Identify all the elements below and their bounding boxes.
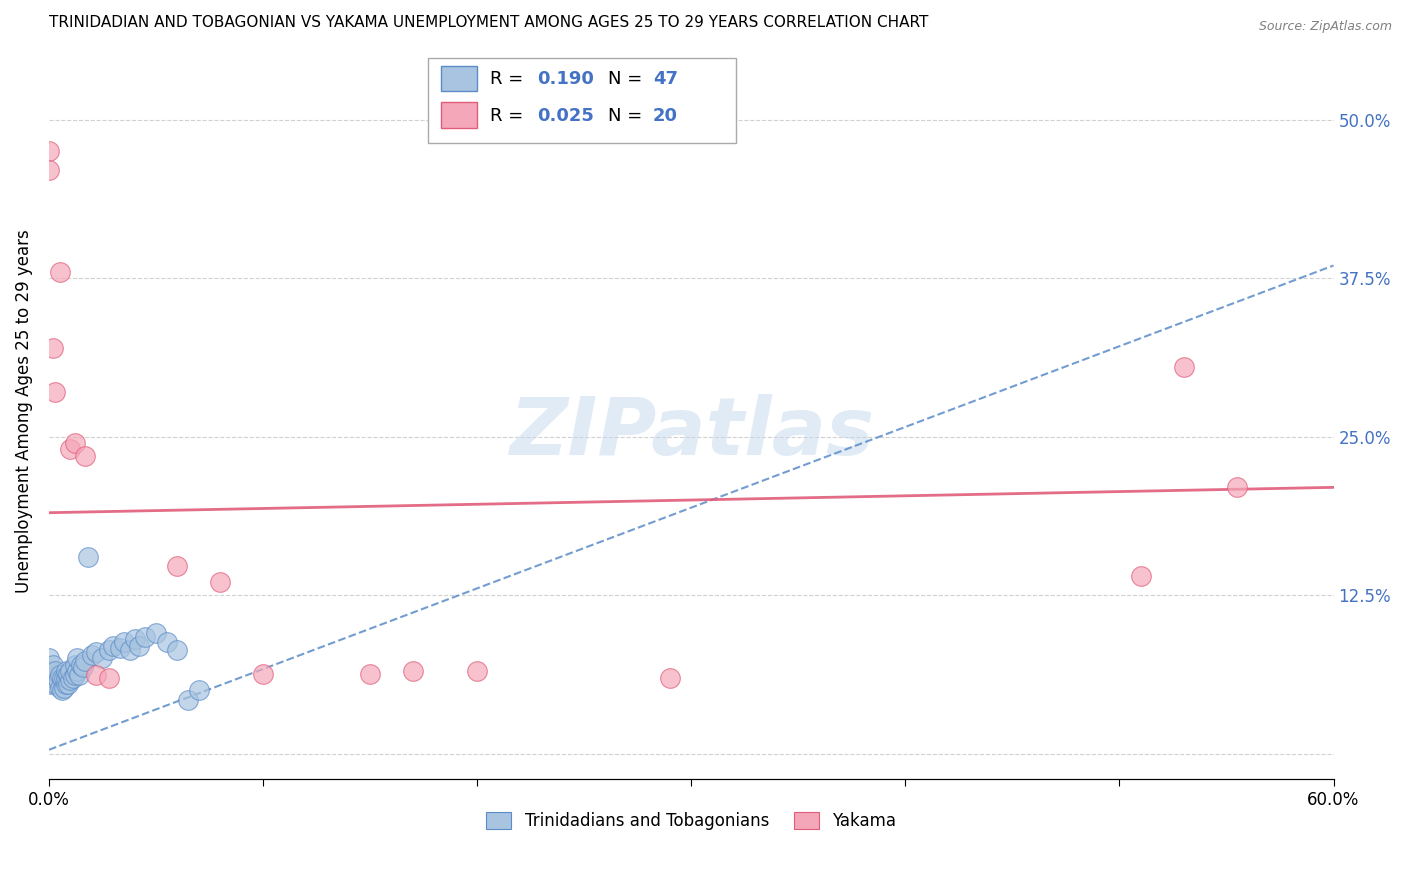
Point — [51, 671, 73, 685]
Point — [52, 681, 75, 695]
Point — [75, 654, 97, 668]
Text: Source: ZipAtlas.com: Source: ZipAtlas.com — [1258, 20, 1392, 33]
Point — [97, 671, 120, 685]
Point — [38, 677, 60, 691]
Y-axis label: Unemployment Among Ages 25 to 29 years: Unemployment Among Ages 25 to 29 years — [15, 229, 32, 593]
Point — [66, 651, 89, 665]
Point — [80, 648, 103, 662]
Point — [209, 575, 232, 590]
Point — [91, 651, 114, 665]
Point — [58, 666, 80, 681]
Point — [1173, 359, 1195, 374]
Point — [84, 668, 107, 682]
Point — [38, 664, 60, 678]
Legend: Trinidadians and Tobagonians, Yakama: Trinidadians and Tobagonians, Yakama — [479, 805, 903, 837]
Point — [63, 436, 86, 450]
Point — [359, 666, 381, 681]
Point — [63, 657, 86, 672]
Point — [84, 645, 107, 659]
Text: N =: N = — [607, 70, 648, 88]
Text: R =: R = — [489, 107, 534, 125]
Point — [44, 677, 66, 691]
Point — [76, 550, 98, 565]
FancyBboxPatch shape — [440, 66, 477, 92]
Point — [59, 664, 82, 678]
Point — [108, 641, 131, 656]
Point — [252, 666, 274, 681]
Point — [46, 673, 69, 687]
Point — [103, 639, 125, 653]
Point — [55, 677, 77, 691]
Point — [166, 642, 188, 657]
Point — [55, 671, 77, 685]
Point — [63, 668, 86, 682]
Point — [52, 671, 75, 685]
Point — [48, 668, 70, 682]
Point — [59, 442, 82, 457]
Point — [120, 642, 142, 657]
Point — [58, 677, 80, 691]
Text: N =: N = — [607, 107, 648, 125]
Text: 0.190: 0.190 — [537, 70, 593, 88]
Point — [42, 657, 65, 672]
Point — [128, 639, 150, 653]
Point — [166, 558, 188, 573]
Point — [44, 664, 66, 678]
Point — [97, 642, 120, 657]
Point — [72, 660, 94, 674]
Text: ZIPatlas: ZIPatlas — [509, 394, 873, 473]
Point — [48, 681, 70, 695]
Point — [59, 673, 82, 687]
Text: 0.025: 0.025 — [537, 107, 593, 125]
Point — [112, 635, 135, 649]
Point — [402, 664, 425, 678]
Point — [145, 626, 167, 640]
Point — [44, 385, 66, 400]
Point — [42, 671, 65, 685]
Point — [75, 449, 97, 463]
Text: TRINIDADIAN AND TOBAGONIAN VS YAKAMA UNEMPLOYMENT AMONG AGES 25 TO 29 YEARS CORR: TRINIDADIAN AND TOBAGONIAN VS YAKAMA UNE… — [49, 15, 928, 30]
Point — [124, 632, 146, 647]
Point — [38, 145, 60, 159]
Point — [134, 630, 156, 644]
Point — [465, 664, 488, 678]
FancyBboxPatch shape — [440, 103, 477, 128]
Point — [62, 671, 84, 685]
Point — [42, 341, 65, 355]
Point — [66, 664, 89, 678]
Point — [48, 265, 70, 279]
Text: 20: 20 — [652, 107, 678, 125]
Point — [1226, 480, 1249, 494]
Point — [51, 683, 73, 698]
Point — [1129, 569, 1152, 583]
Point — [55, 664, 77, 678]
Point — [38, 651, 60, 665]
Point — [187, 683, 209, 698]
FancyBboxPatch shape — [427, 58, 737, 143]
Point — [177, 693, 200, 707]
Point — [70, 657, 93, 672]
Point — [658, 671, 681, 685]
Point — [67, 668, 90, 682]
Text: R =: R = — [489, 70, 534, 88]
Point — [38, 163, 60, 178]
Text: 47: 47 — [652, 70, 678, 88]
Point — [156, 635, 179, 649]
